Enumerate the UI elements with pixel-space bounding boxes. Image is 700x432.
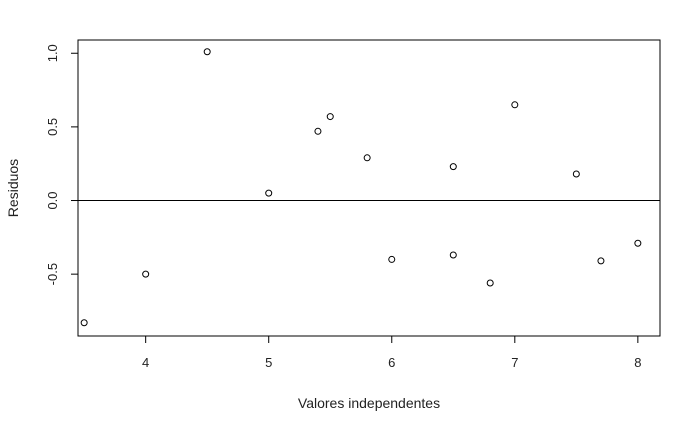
y-tick-label: -0.5 <box>45 263 60 285</box>
data-point <box>449 163 457 171</box>
data-point <box>449 251 457 259</box>
x-axis: 4 5 6 7 8 <box>142 336 641 370</box>
x-tick-label: 7 <box>511 355 518 370</box>
data-point <box>572 170 580 178</box>
x-tick-label: 8 <box>634 355 641 370</box>
y-tick-label: 0.5 <box>45 118 60 136</box>
data-point <box>388 255 396 263</box>
y-axis-label: Residuos <box>5 159 21 217</box>
data-point <box>326 113 334 121</box>
y-tick-label: 1.0 <box>45 44 60 62</box>
data-point <box>597 257 605 265</box>
data-point <box>363 154 371 162</box>
x-tick-label: 4 <box>142 355 149 370</box>
plot-frame <box>77 39 661 337</box>
data-point <box>80 319 88 327</box>
data-point <box>203 48 211 56</box>
y-axis: -0.5 0.0 0.5 1.0 <box>45 44 78 285</box>
x-tick-label: 6 <box>388 355 395 370</box>
y-tick-label: 0.0 <box>45 191 60 209</box>
data-points <box>80 48 642 327</box>
x-axis-label: Valores independentes <box>298 395 440 411</box>
data-point <box>265 189 273 197</box>
data-point <box>314 127 322 135</box>
data-point <box>634 239 642 247</box>
x-tick-label: 5 <box>265 355 272 370</box>
data-point <box>511 101 519 109</box>
data-point <box>142 270 150 278</box>
data-point <box>486 279 494 287</box>
